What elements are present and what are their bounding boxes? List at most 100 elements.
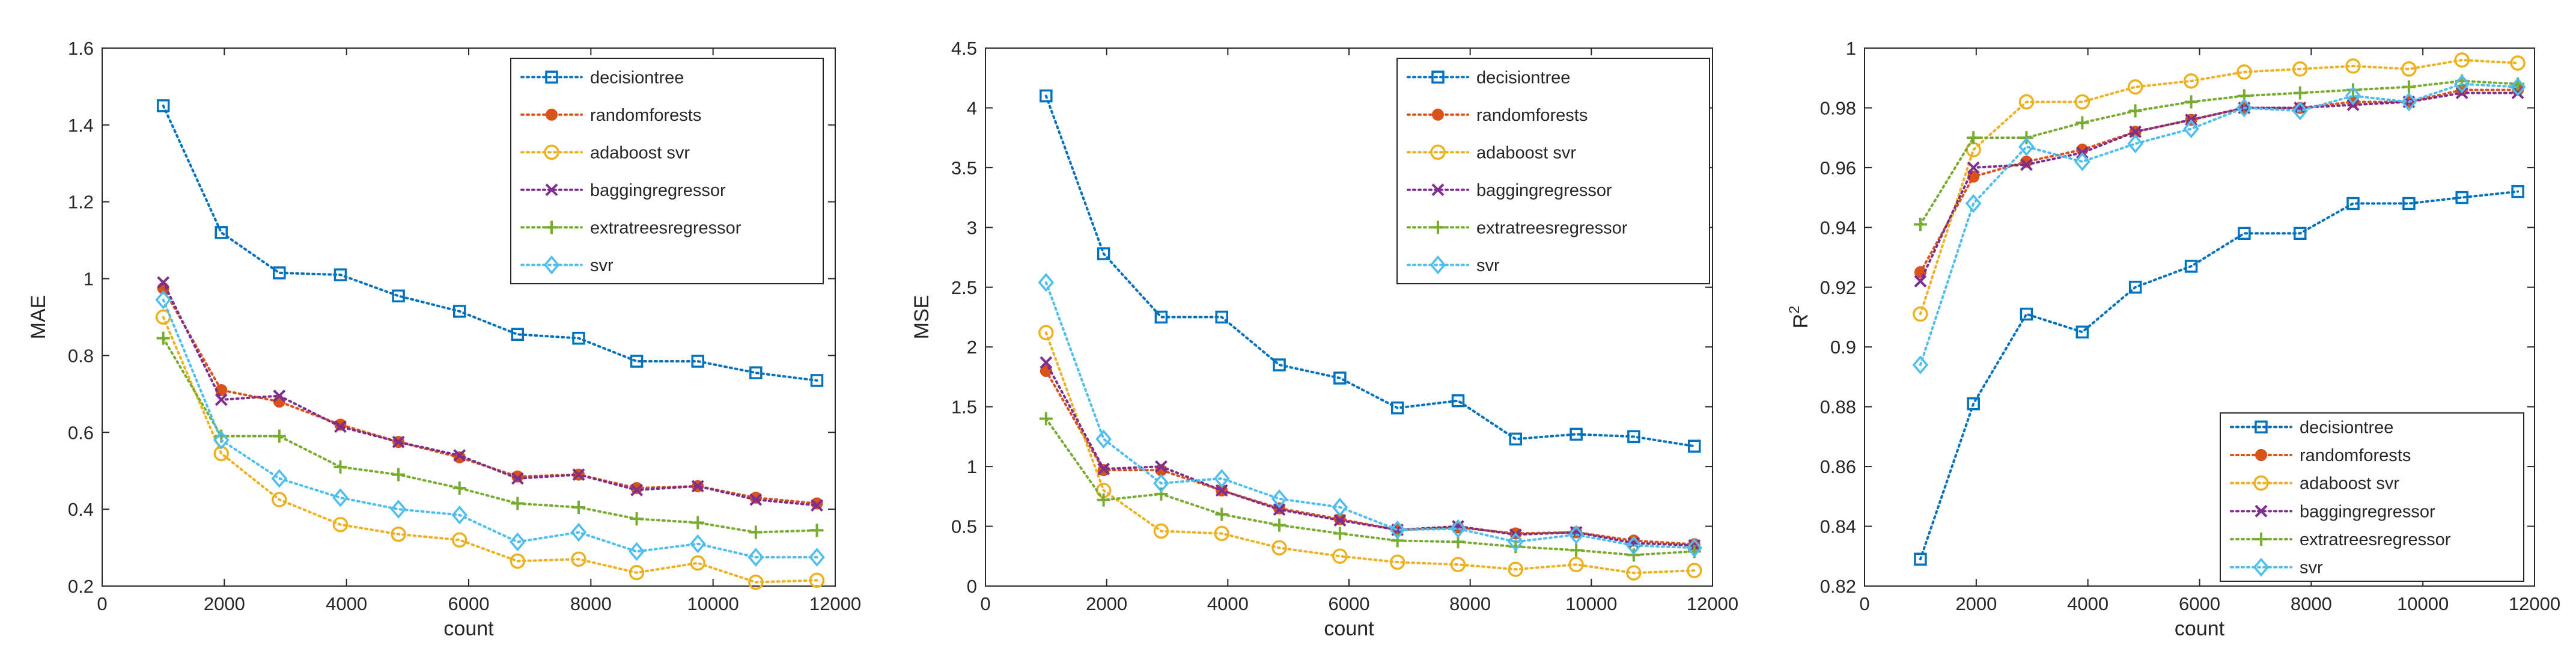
data-point	[1570, 543, 1583, 557]
data-point	[1568, 525, 1585, 545]
data-point	[2075, 325, 2089, 339]
data-point	[572, 468, 585, 481]
series-extratreesregressor	[1039, 412, 1701, 562]
series-line	[1044, 281, 1696, 549]
y-tick-label: 1.4	[68, 115, 94, 136]
data-point	[2236, 98, 2253, 118]
data-point	[1332, 498, 1348, 517]
y-tick-label: 0.9	[1830, 337, 1856, 358]
data-point	[1390, 401, 1404, 415]
legend-label: baggingregressor	[2300, 502, 2435, 521]
data-point	[749, 525, 763, 539]
data-point	[1155, 460, 1168, 473]
series-line	[1044, 331, 1696, 575]
x-tick-label: 12000	[2509, 593, 2560, 614]
data-point	[332, 516, 349, 533]
y-tick-label: 1	[967, 456, 977, 477]
data-point	[273, 390, 286, 402]
chart-panel-3: 0 2000 4000 6000 8000 10000 12000 0.82 0.84 0.86 0…	[1786, 38, 2560, 640]
legend-label: adaboost svr	[1476, 143, 1576, 162]
x-tick-label: 6000	[2179, 593, 2220, 614]
data-point	[452, 481, 466, 495]
data-point	[2074, 94, 2090, 110]
x-tick-label: 8000	[2291, 593, 2332, 614]
data-point	[689, 534, 706, 554]
data-point	[1389, 520, 1405, 540]
x-tick-label: 8000	[1449, 593, 1491, 614]
y-axis-label-superscript: 2	[1786, 306, 1803, 314]
legend-marker	[2253, 475, 2269, 491]
data-point	[1967, 397, 1980, 411]
data-point	[2293, 86, 2307, 100]
y-tick-label: 0.88	[1820, 397, 1856, 418]
legend-marker	[544, 144, 559, 160]
legend-box	[510, 58, 824, 284]
data-point	[1153, 474, 1169, 493]
data-point	[629, 542, 645, 561]
legend-label: randomforests	[2300, 446, 2411, 465]
data-point	[2018, 137, 2035, 156]
data-point	[2128, 281, 2142, 294]
data-point	[1215, 484, 1228, 497]
y-tick-label: 2.5	[951, 277, 977, 298]
x-axis-label: count	[443, 617, 494, 640]
legend-marker	[2255, 504, 2268, 518]
y-axis-label: MSE	[910, 295, 933, 340]
data-point	[749, 493, 763, 506]
data-point	[273, 396, 285, 408]
data-point	[630, 483, 643, 497]
data-point	[1507, 532, 1524, 552]
data-point	[2402, 197, 2416, 210]
data-point	[690, 555, 705, 571]
data-point	[811, 499, 823, 512]
data-point	[2294, 227, 2307, 240]
legend-marker	[546, 108, 558, 121]
data-point	[2018, 94, 2035, 110]
legend-label: svr	[1476, 256, 1500, 275]
data-point	[511, 472, 524, 485]
data-point	[809, 548, 825, 567]
data-point	[1038, 273, 1055, 292]
y-tick-label: 0	[967, 576, 977, 597]
legend-box	[1396, 58, 1710, 284]
data-point	[810, 524, 824, 537]
data-point	[1627, 536, 1640, 549]
legend-marker	[1432, 108, 1444, 121]
series-decisiontree	[1040, 89, 1701, 453]
data-point	[2127, 134, 2143, 153]
data-point	[1095, 429, 1112, 449]
legend-label: adaboost svr	[2300, 474, 2399, 493]
data-point	[809, 572, 825, 588]
data-point	[392, 289, 405, 303]
data-point	[2294, 102, 2307, 114]
data-point	[157, 276, 170, 289]
data-point	[811, 497, 823, 510]
data-point	[1333, 527, 1347, 540]
data-point	[2292, 101, 2309, 121]
series-line	[162, 281, 818, 507]
data-point	[156, 99, 170, 112]
data-point	[748, 548, 764, 567]
data-point	[691, 516, 705, 530]
legend-label: decisiontree	[1476, 68, 1570, 87]
legend-marker	[1430, 255, 1446, 275]
series-extratreesregressor	[156, 331, 824, 539]
data-point	[1450, 557, 1466, 572]
data-point	[1450, 519, 1466, 539]
y-tick-label: 0.4	[68, 499, 94, 520]
data-point	[1273, 518, 1286, 532]
data-point	[572, 331, 585, 345]
data-point	[1912, 355, 1929, 374]
data-point	[453, 305, 466, 318]
data-point	[810, 374, 824, 387]
legend-label: decisiontree	[590, 68, 684, 87]
data-point	[1914, 275, 1927, 288]
data-point	[1097, 493, 1110, 507]
data-point	[1333, 371, 1347, 385]
legend-marker	[1431, 221, 1445, 234]
data-point	[1271, 489, 1288, 509]
legend-label: randomforests	[1476, 106, 1588, 125]
y-tick-label: 2	[967, 337, 977, 358]
legend-label: extratreesregressor	[2300, 530, 2451, 549]
legend-label: adaboost svr	[590, 143, 690, 162]
